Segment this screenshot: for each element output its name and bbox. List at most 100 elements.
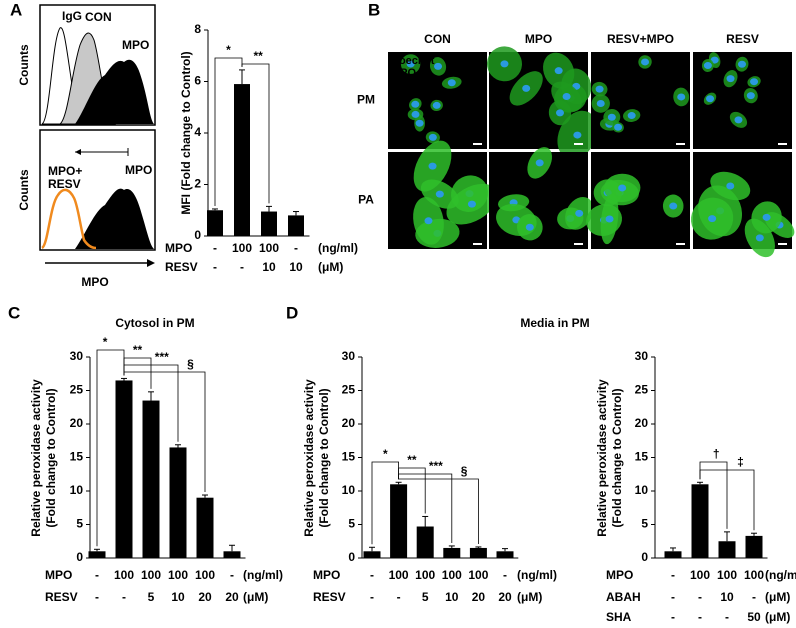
y-tick-label: 0 <box>76 550 83 564</box>
nucleus <box>703 62 712 70</box>
significance-bracket <box>398 478 479 544</box>
y-tick-label: 15 <box>70 450 84 464</box>
nucleus <box>762 213 771 221</box>
y-label: Relative peroxidase activity <box>595 379 609 537</box>
condition-label: 20 <box>225 590 239 604</box>
condition-label: 100 <box>195 568 215 582</box>
y-label: (Fold change to Control) <box>44 388 58 527</box>
condition-label: 20 <box>472 590 486 604</box>
hist-label: MPO <box>125 163 152 177</box>
bar <box>88 551 106 558</box>
histogram-bottom <box>39 129 156 251</box>
nucleus <box>428 162 437 170</box>
column-label: RESV <box>726 32 759 46</box>
y-tick-label: 0 <box>641 550 648 564</box>
condition-label: 5 <box>148 590 155 604</box>
condition-unit: (ng/ml) <box>765 568 796 582</box>
condition-unit: (μM) <box>318 260 343 274</box>
panel-label: A <box>10 0 22 19</box>
significance-bracket <box>123 371 206 493</box>
bar <box>223 551 241 558</box>
condition-label: - <box>671 568 675 582</box>
row-label: PA <box>358 193 374 207</box>
y-tick-label: 0 <box>194 228 201 242</box>
condition-unit: (ng/ml) <box>243 568 283 582</box>
condition-label: 10 <box>171 590 185 604</box>
y-label: Relative peroxidase activity <box>29 379 43 537</box>
hist-label: MPO <box>122 38 149 52</box>
bar <box>196 497 214 558</box>
nucleus <box>706 95 715 103</box>
condition-name: RESV <box>313 590 346 604</box>
significance-label: § <box>187 357 194 371</box>
nucleus <box>428 133 437 141</box>
y-tick-label: 10 <box>70 483 84 497</box>
condition-label: - <box>213 260 217 274</box>
significance-label: § <box>461 464 468 478</box>
nucleus <box>432 101 441 109</box>
significance-bracket <box>699 469 755 531</box>
y-tick-label: 0 <box>348 550 355 564</box>
condition-label: 100 <box>259 241 279 255</box>
significance-label: * <box>226 43 231 57</box>
bar <box>288 215 304 236</box>
y-tick-label: 30 <box>635 349 649 363</box>
y-tick-label: 25 <box>342 383 356 397</box>
condition-label: - <box>370 568 374 582</box>
condition-label: 100 <box>717 568 737 582</box>
histogram-top <box>39 4 156 126</box>
significance-bracket <box>241 63 270 204</box>
nucleus <box>595 85 604 93</box>
significance-label: ** <box>254 49 264 63</box>
nucleus <box>411 100 420 108</box>
condition-unit: (μM) <box>765 610 790 624</box>
nucleus <box>677 93 686 101</box>
condition-label: 100 <box>168 568 188 582</box>
nucleus <box>708 215 717 223</box>
condition-label: 100 <box>690 568 710 582</box>
nucleus <box>750 78 759 86</box>
nucleus <box>669 202 678 210</box>
condition-label: 10 <box>720 590 734 604</box>
y-tick-label: 15 <box>635 450 649 464</box>
condition-label: - <box>122 590 126 604</box>
bar <box>169 447 187 558</box>
bar <box>234 84 250 236</box>
condition-label: 100 <box>389 568 409 582</box>
condition-unit: (μM) <box>765 590 790 604</box>
condition-label: - <box>671 610 675 624</box>
nucleus <box>467 200 476 208</box>
nucleus <box>618 184 627 192</box>
row-label: PM <box>357 93 375 107</box>
condition-label: 5 <box>422 590 429 604</box>
bar <box>469 547 487 558</box>
bar <box>390 484 408 558</box>
y-tick-label: 2 <box>194 177 201 191</box>
y-tick-label: 20 <box>342 416 356 430</box>
condition-label: 20 <box>498 590 512 604</box>
condition-label: - <box>213 241 217 255</box>
condition-name: MPO <box>165 241 192 255</box>
y-tick-label: 5 <box>641 517 648 531</box>
bar <box>363 551 381 558</box>
condition-label: - <box>95 590 99 604</box>
y-tick-label: 20 <box>635 416 649 430</box>
nucleus <box>641 58 650 66</box>
condition-name: MPO <box>313 568 340 582</box>
y-label: Counts <box>17 169 31 211</box>
condition-name: SHA <box>606 610 632 624</box>
significance-label: *** <box>155 350 169 364</box>
condition-name: MPO <box>45 568 72 582</box>
bar <box>745 535 763 558</box>
condition-unit: (μM) <box>517 590 542 604</box>
condition-label: - <box>671 590 675 604</box>
bar <box>443 547 461 558</box>
y-tick-label: 10 <box>342 483 356 497</box>
chart-title: Cytosol in PM <box>115 316 194 330</box>
nucleus <box>596 100 605 108</box>
column-label: MPO <box>525 32 552 46</box>
condition-name: RESV <box>45 590 78 604</box>
nucleus <box>500 60 509 68</box>
significance-bracket <box>214 57 243 206</box>
nucleus <box>434 62 443 70</box>
